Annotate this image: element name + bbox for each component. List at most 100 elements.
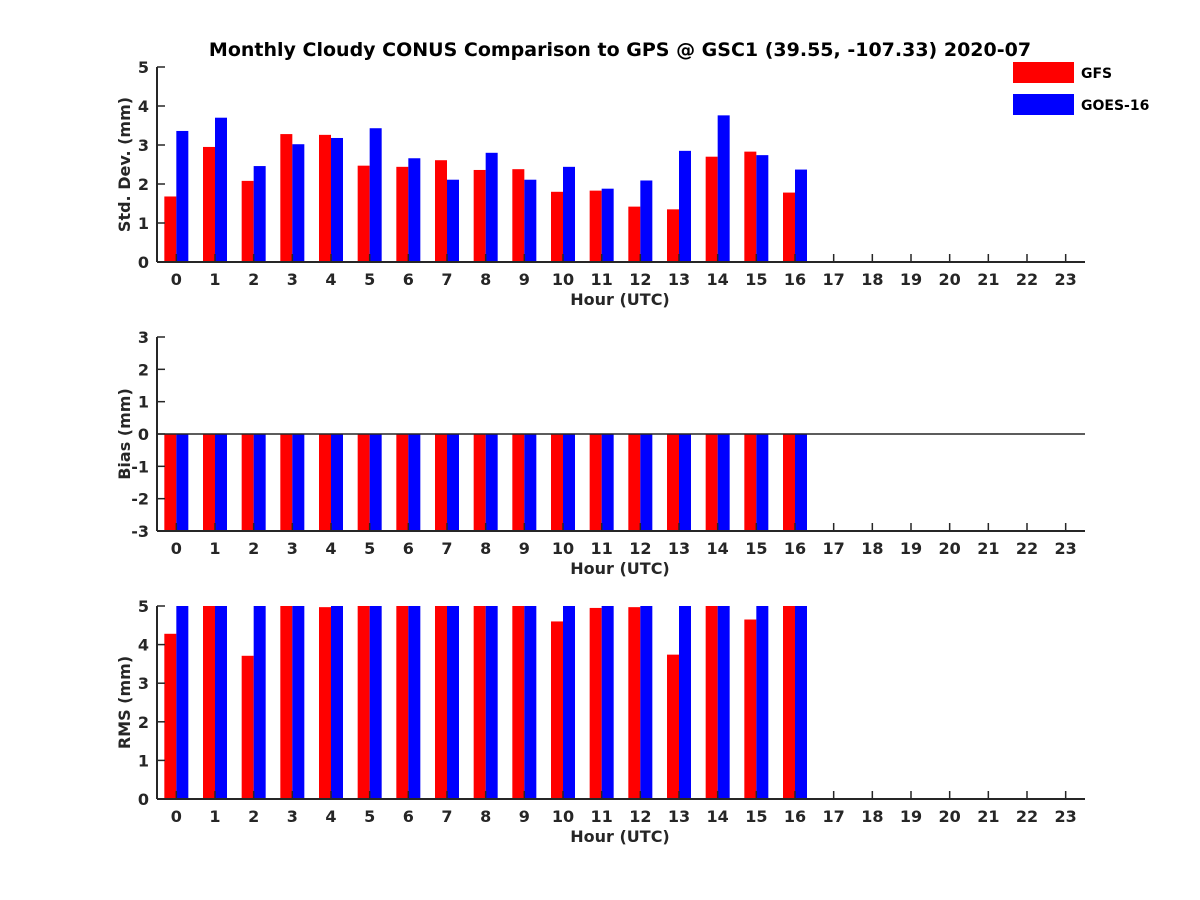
- bar-gfs-hour-5: [357, 606, 370, 799]
- x-tick-label: 19: [900, 270, 922, 289]
- bar-gfs-hour-6: [396, 166, 409, 262]
- y-tick-label: 1: [138, 214, 149, 233]
- x-tick-label: 18: [861, 807, 883, 826]
- legend-swatch-goes-16: [1013, 94, 1074, 115]
- legend: GFS GOES-16: [1013, 62, 1149, 115]
- x-tick-label: 7: [441, 539, 452, 558]
- x-tick-label: 13: [668, 270, 690, 289]
- bar-gfs-hour-11: [589, 434, 602, 531]
- x-tick-label: 0: [171, 807, 182, 826]
- x-tick-label: 18: [861, 270, 883, 289]
- x-tick-label: 15: [745, 807, 767, 826]
- bar-gfs-hour-4: [319, 134, 331, 262]
- bar-gfs-hour-15: [744, 434, 757, 531]
- y-tick-label: -2: [131, 490, 149, 509]
- x-tick-label: 19: [900, 539, 922, 558]
- bar-gfs-hour-0: [164, 196, 177, 262]
- y-tick-label: -1: [131, 457, 149, 476]
- x-tick-label: 19: [900, 807, 922, 826]
- bar-gfs-hour-9: [512, 606, 525, 799]
- x-tick-label: 13: [668, 539, 690, 558]
- bar-gfs-hour-8: [473, 434, 486, 531]
- y-tick-label: 4: [138, 97, 149, 116]
- bar-goes-16-hour-10: [563, 166, 575, 262]
- y-tick-label: 5: [138, 597, 149, 616]
- bar-goes-16-hour-12: [640, 434, 653, 531]
- bar-gfs-hour-11: [589, 190, 602, 262]
- bar-gfs-hour-10: [551, 621, 563, 799]
- bar-gfs-hour-9: [512, 169, 525, 262]
- x-tick-label: 1: [209, 270, 220, 289]
- x-tick-label: 11: [591, 807, 613, 826]
- x-tick-label: 16: [784, 539, 806, 558]
- x-tick-label: 9: [519, 539, 530, 558]
- bar-gfs-hour-2: [241, 655, 254, 799]
- bar-gfs-hour-2: [241, 180, 254, 262]
- bar-goes-16-hour-9: [524, 179, 537, 262]
- bar-goes-16-hour-16: [795, 434, 807, 531]
- y-axis-label: Bias (mm): [115, 388, 134, 480]
- bar-goes-16-hour-15: [756, 434, 769, 531]
- bar-goes-16-hour-6: [408, 158, 421, 262]
- x-tick-label: 8: [480, 270, 491, 289]
- bar-goes-16-hour-9: [524, 606, 537, 799]
- bar-gfs-hour-10: [551, 434, 563, 531]
- x-tick-label: 9: [519, 807, 530, 826]
- bar-gfs-hour-5: [357, 165, 370, 262]
- bar-gfs-hour-14: [705, 434, 718, 531]
- x-tick-label: 13: [668, 807, 690, 826]
- y-tick-label: 0: [138, 253, 149, 272]
- y-tick-label: 1: [138, 751, 149, 770]
- bar-goes-16-hour-11: [601, 188, 614, 262]
- bar-gfs-hour-1: [203, 146, 215, 262]
- x-tick-label: 2: [248, 807, 259, 826]
- x-tick-label: 4: [325, 807, 336, 826]
- bar-goes-16-hour-4: [331, 434, 343, 531]
- x-tick-label: 3: [287, 807, 298, 826]
- bar-gfs-hour-12: [628, 434, 641, 531]
- x-tick-label: 20: [939, 539, 961, 558]
- x-tick-label: 3: [287, 539, 298, 558]
- x-tick-label: 23: [1055, 807, 1077, 826]
- x-tick-label: 8: [480, 807, 491, 826]
- bar-goes-16-hour-4: [331, 137, 343, 262]
- x-tick-label: 4: [325, 539, 336, 558]
- bar-goes-16-hour-8: [485, 606, 498, 799]
- bar-gfs-hour-10: [551, 191, 563, 262]
- bar-goes-16-hour-4: [331, 606, 343, 799]
- x-tick-label: 6: [403, 807, 414, 826]
- x-tick-label: 7: [441, 270, 452, 289]
- bar-gfs-hour-3: [280, 134, 293, 262]
- bar-gfs-hour-16: [783, 606, 795, 799]
- bar-gfs-hour-16: [783, 434, 795, 531]
- bar-goes-16-hour-11: [601, 606, 614, 799]
- bar-goes-16-hour-10: [563, 434, 575, 531]
- bar-goes-16-hour-8: [485, 434, 498, 531]
- y-axis-label: RMS (mm): [115, 656, 134, 749]
- bar-gfs-hour-0: [164, 434, 177, 531]
- x-tick-label: 0: [171, 270, 182, 289]
- legend-swatch-gfs: [1013, 62, 1074, 83]
- y-tick-label: 3: [138, 328, 149, 347]
- x-tick-label: 15: [745, 270, 767, 289]
- bar-gfs-hour-0: [164, 633, 177, 799]
- bar-gfs-hour-6: [396, 434, 409, 531]
- y-tick-label: 3: [138, 674, 149, 693]
- x-axis-label: Hour (UTC): [570, 559, 670, 578]
- bar-goes-16-hour-6: [408, 606, 421, 799]
- bar-goes-16-hour-15: [756, 606, 769, 799]
- x-tick-label: 14: [707, 270, 729, 289]
- legend-label: GOES-16: [1081, 98, 1149, 114]
- bar-gfs-hour-4: [319, 434, 331, 531]
- bar-goes-16-hour-5: [369, 606, 382, 799]
- bar-gfs-hour-12: [628, 607, 641, 799]
- x-tick-label: 21: [977, 539, 999, 558]
- x-tick-label: 20: [939, 270, 961, 289]
- x-tick-label: 7: [441, 807, 452, 826]
- bar-gfs-hour-13: [667, 434, 679, 531]
- bar-gfs-hour-14: [705, 156, 718, 262]
- x-tick-label: 3: [287, 270, 298, 289]
- y-tick-label: 1: [138, 393, 149, 412]
